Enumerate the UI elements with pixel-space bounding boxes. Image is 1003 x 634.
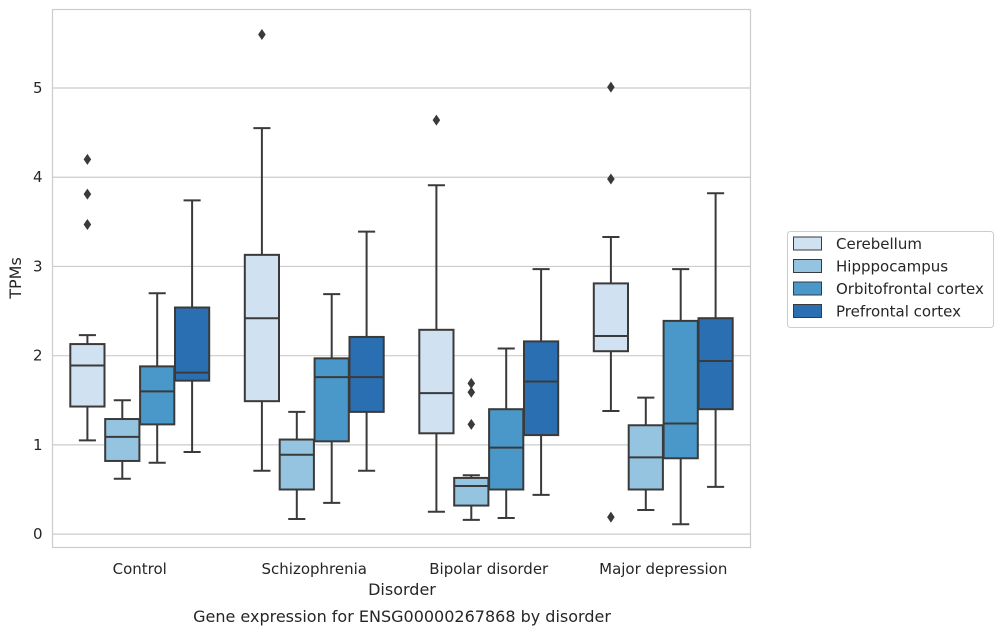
y-tick-label: 0 bbox=[33, 525, 43, 543]
legend-label: Prefrontal cortex bbox=[836, 303, 961, 321]
legend-label: Cerebellum bbox=[836, 235, 922, 253]
box-iqr bbox=[173, 306, 211, 382]
box-series-group bbox=[69, 28, 734, 526]
box-orbitofrontal-cortex bbox=[139, 292, 176, 464]
outlier-point bbox=[83, 153, 92, 165]
box-iqr bbox=[139, 365, 176, 426]
box-iqr bbox=[243, 253, 281, 403]
box-prefrontal-cortex bbox=[697, 192, 734, 488]
box-prefrontal-cortex bbox=[173, 199, 211, 454]
x-tick-label: Control bbox=[113, 560, 167, 578]
legend-swatch bbox=[793, 281, 822, 296]
outlier-point bbox=[467, 377, 476, 389]
outlier-point bbox=[607, 81, 615, 93]
box-orbitofrontal-cortex bbox=[488, 347, 525, 520]
y-tick-label: 4 bbox=[33, 168, 43, 186]
legend-label: Orbitofrontal cortex bbox=[836, 280, 984, 298]
outlier-point bbox=[83, 188, 92, 200]
chart-caption: Gene expression for ENSG00000267868 by d… bbox=[193, 607, 611, 626]
box-cerebellum bbox=[418, 114, 455, 513]
legend-swatch bbox=[793, 236, 822, 251]
outlier-point bbox=[607, 511, 615, 523]
box-iqr bbox=[697, 317, 734, 411]
y-axis-title: TPMs bbox=[6, 257, 25, 300]
legend: Cerebellum Hipppocampus Orbitofrontal cort… bbox=[787, 231, 994, 328]
outlier-point bbox=[467, 418, 476, 430]
y-tick-label: 1 bbox=[33, 436, 43, 454]
y-tick-label: 3 bbox=[33, 257, 43, 275]
legend-swatch bbox=[793, 259, 822, 273]
box-iqr bbox=[104, 418, 141, 462]
box-hipppocampus bbox=[453, 377, 490, 521]
box-iqr bbox=[278, 438, 315, 491]
legend-swatch bbox=[793, 304, 822, 318]
outlier-point bbox=[83, 219, 92, 231]
outlier-point bbox=[432, 114, 441, 126]
box-iqr bbox=[662, 319, 699, 460]
box-iqr bbox=[418, 328, 455, 435]
box-prefrontal-cortex bbox=[348, 230, 385, 472]
box-iqr bbox=[348, 335, 385, 413]
outlier-point bbox=[467, 386, 476, 398]
legend-frame bbox=[787, 231, 994, 328]
outlier-point bbox=[607, 173, 615, 185]
box-cerebellum bbox=[592, 81, 630, 523]
box-orbitofrontal-cortex bbox=[662, 268, 699, 526]
box-cerebellum bbox=[69, 153, 106, 442]
legend-label: Hipppocampus bbox=[836, 258, 948, 276]
x-axis-title: Disorder bbox=[368, 580, 436, 599]
outlier-point bbox=[258, 28, 266, 40]
box-orbitofrontal-cortex bbox=[313, 293, 350, 504]
box-cerebellum bbox=[243, 28, 281, 472]
box-iqr bbox=[592, 282, 630, 353]
x-tick-label: Bipolar disorder bbox=[429, 560, 549, 578]
x-tick-labels: Control Schizophrenia Bipolar disorder Majo… bbox=[113, 560, 728, 578]
box-iqr bbox=[313, 357, 350, 443]
box-iqr bbox=[453, 476, 490, 507]
x-tick-label: Schizophrenia bbox=[262, 560, 367, 578]
box-iqr bbox=[522, 340, 560, 437]
box-hipppocampus bbox=[278, 410, 315, 520]
box-hipppocampus bbox=[104, 399, 141, 480]
box-hipppocampus bbox=[627, 396, 664, 512]
box-iqr bbox=[69, 343, 106, 408]
box-iqr bbox=[488, 408, 525, 491]
y-tick-label: 5 bbox=[33, 79, 43, 97]
y-tick-labels: 0 1 2 3 4 5 bbox=[33, 79, 43, 543]
y-tick-label: 2 bbox=[33, 347, 43, 365]
x-tick-label: Major depression bbox=[599, 560, 727, 578]
box-prefrontal-cortex bbox=[522, 268, 560, 496]
